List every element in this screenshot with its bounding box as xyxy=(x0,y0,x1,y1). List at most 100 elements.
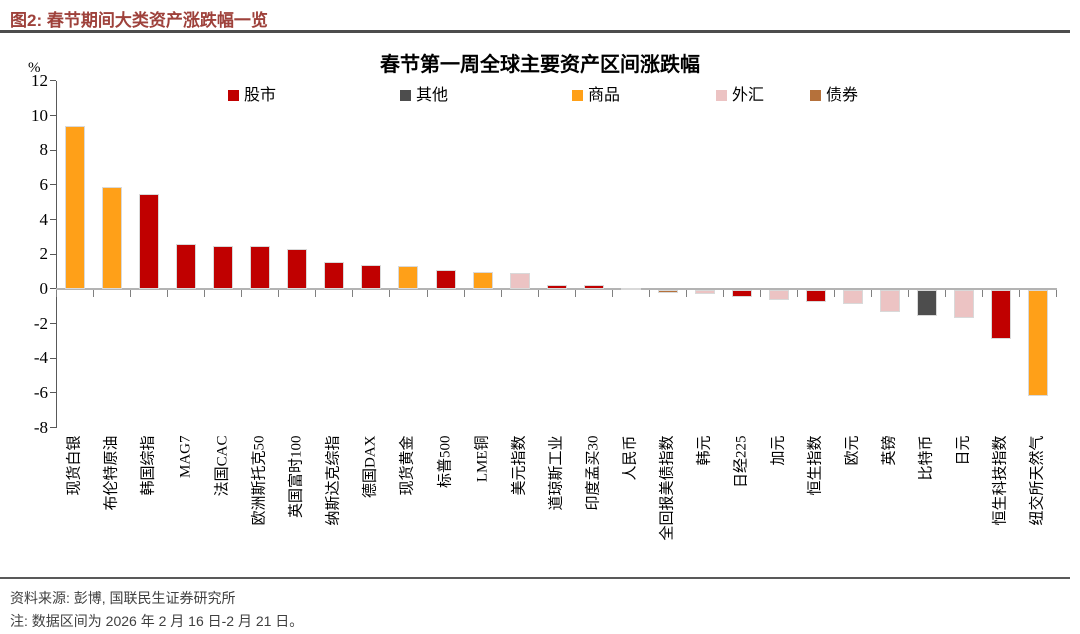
x-axis-tick xyxy=(463,289,465,297)
x-axis-tick xyxy=(167,289,169,297)
legend-item: 其他 xyxy=(400,81,448,104)
x-category-label: 英镑 xyxy=(881,435,898,466)
x-category-label: 欧元 xyxy=(844,435,861,466)
y-axis xyxy=(56,80,57,428)
legend-item: 外汇 xyxy=(716,81,764,104)
x-category-label: 加元 xyxy=(770,435,787,466)
bar xyxy=(509,273,530,289)
figure-caption: 图2: 春节期间大类资产涨跌幅一览 xyxy=(10,11,268,30)
y-tick-label: -6 xyxy=(33,382,48,402)
bar xyxy=(991,289,1012,340)
x-axis-tick xyxy=(426,289,428,297)
bar xyxy=(435,269,456,289)
x-category-label: 人民币 xyxy=(622,435,639,481)
bar xyxy=(287,249,308,289)
y-tick-label: 10 xyxy=(31,105,48,125)
legend-swatch xyxy=(228,90,239,101)
x-axis-tick xyxy=(871,289,873,297)
x-category-label: 全回报美债指数 xyxy=(659,435,676,541)
legend-label: 其他 xyxy=(416,87,449,104)
source-line: 资料来源: 彭博, 国联民生证券研究所 xyxy=(10,590,236,606)
x-axis-tick xyxy=(759,289,761,297)
x-axis-tick xyxy=(500,289,502,297)
y-tick xyxy=(50,219,56,221)
bar xyxy=(917,289,938,316)
note-line: 注: 数据区间为 2026 年 2 月 16 日-2 月 21 日。 xyxy=(10,613,304,629)
x-axis-tick xyxy=(685,289,687,297)
bar xyxy=(102,186,123,289)
bar xyxy=(657,289,678,294)
x-axis-tick xyxy=(1019,289,1021,297)
x-category-label: 印度孟买30 xyxy=(585,435,602,511)
x-axis-tick xyxy=(611,289,613,297)
header-divider xyxy=(0,30,1070,33)
x-category-label: 纽交所天然气 xyxy=(1029,435,1046,526)
legend-label: 商品 xyxy=(588,87,621,104)
x-axis-tick xyxy=(56,289,57,297)
x-axis-tick xyxy=(93,289,95,297)
x-category-label: 日经225 xyxy=(733,435,750,489)
x-axis-tick xyxy=(945,289,947,297)
x-category-label: 日元 xyxy=(955,435,972,466)
bar xyxy=(398,266,419,289)
x-axis-tick xyxy=(1056,289,1058,297)
legend-swatch xyxy=(810,90,821,101)
y-tick xyxy=(50,115,56,117)
x-category-label: 现货黄金 xyxy=(399,435,416,496)
y-tick xyxy=(50,392,56,394)
bar xyxy=(472,271,493,289)
legend-swatch xyxy=(400,90,411,101)
y-tick xyxy=(50,323,56,325)
y-tick xyxy=(50,357,56,359)
legend-label: 债券 xyxy=(826,87,859,104)
x-axis xyxy=(56,287,1058,290)
bar xyxy=(620,287,641,290)
bar xyxy=(768,289,789,301)
bar xyxy=(546,284,567,289)
x-axis-tick xyxy=(648,289,650,297)
y-tick-label: 6 xyxy=(39,174,49,194)
x-category-label: 韩国综指 xyxy=(140,435,157,496)
x-category-label: 纳斯达克综指 xyxy=(325,435,342,526)
x-category-label: 恒生指数 xyxy=(807,435,824,496)
bar xyxy=(176,243,197,289)
legend-item: 债券 xyxy=(810,81,858,104)
x-category-label: 标普500 xyxy=(437,435,454,489)
y-tick-label: 12 xyxy=(31,70,48,90)
footer-divider xyxy=(0,577,1070,579)
bar xyxy=(250,246,271,289)
legend-item: 商品 xyxy=(572,81,620,104)
x-axis-tick xyxy=(797,289,798,297)
legend-item: 股市 xyxy=(228,81,276,104)
y-tick-label: 8 xyxy=(39,140,49,160)
x-category-label: 法国CAC xyxy=(214,435,231,497)
y-tick-label: -4 xyxy=(33,348,48,368)
bar xyxy=(213,245,234,289)
y-axis-unit: % xyxy=(28,60,41,76)
x-category-label: 英国富时100 xyxy=(288,435,305,519)
x-axis-tick xyxy=(241,289,243,297)
x-axis-tick xyxy=(130,289,132,297)
bar xyxy=(324,262,345,289)
y-tick-label: -8 xyxy=(33,417,48,437)
bar xyxy=(843,289,864,304)
y-tick xyxy=(50,149,56,151)
legend-label: 外汇 xyxy=(732,87,765,104)
x-category-label: 德国DAX xyxy=(362,435,379,499)
x-category-label: 现货白银 xyxy=(66,435,83,496)
y-tick xyxy=(50,184,56,186)
legend-swatch xyxy=(716,90,727,101)
x-category-label: 美元指数 xyxy=(511,435,528,496)
y-tick xyxy=(50,288,56,290)
x-axis-tick xyxy=(982,289,984,297)
y-tick-label: 0 xyxy=(39,278,49,298)
x-axis-tick xyxy=(315,289,317,297)
bar xyxy=(694,289,715,295)
y-tick xyxy=(50,427,56,429)
x-category-label: 恒生科技指数 xyxy=(992,435,1009,526)
x-axis-tick xyxy=(352,289,354,297)
x-category-label: 比特币 xyxy=(918,435,935,481)
x-axis-tick xyxy=(834,289,836,297)
x-axis-tick xyxy=(204,289,206,297)
